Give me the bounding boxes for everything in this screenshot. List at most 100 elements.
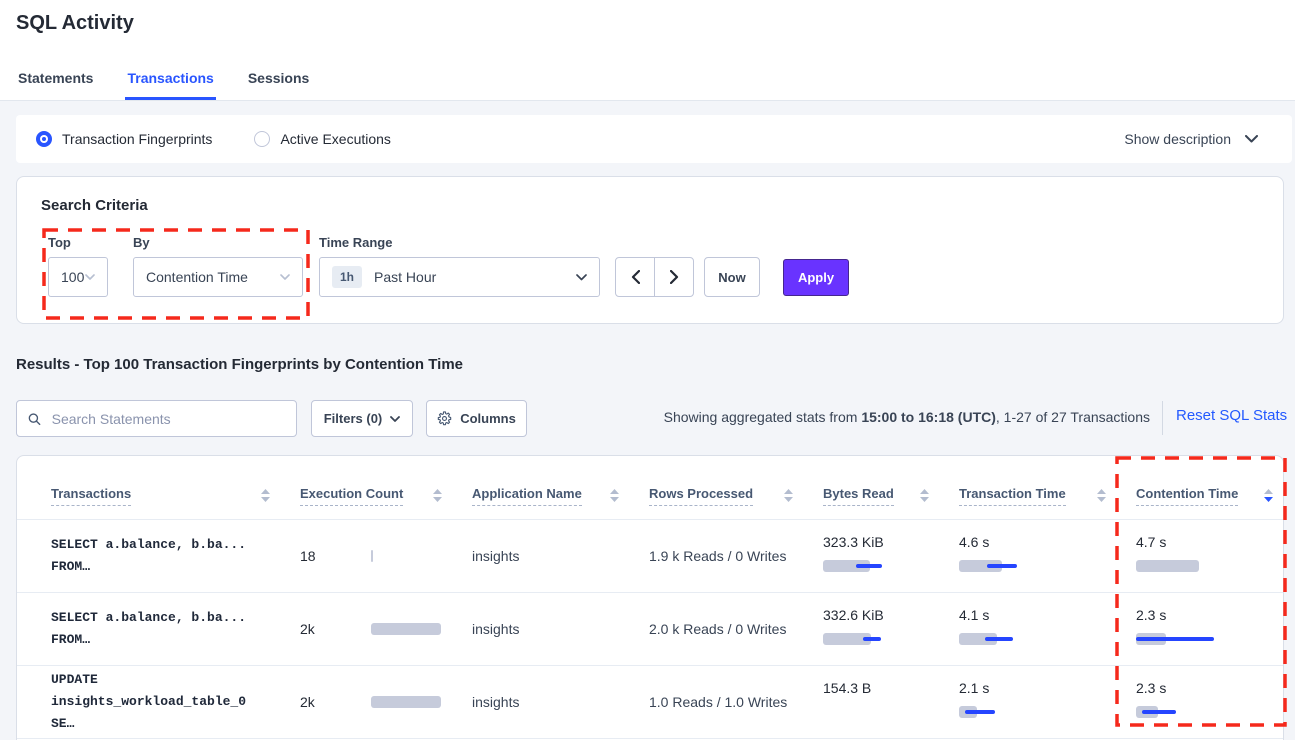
- radio-transaction-fingerprints[interactable]: Transaction Fingerprints: [36, 131, 212, 147]
- contention-time-value: 4.7 s: [1136, 534, 1167, 550]
- time-range-select[interactable]: 1h Past Hour: [319, 257, 600, 297]
- by-label: By: [133, 235, 150, 250]
- tab-bar: Statements Transactions Sessions: [16, 62, 341, 100]
- execution-count-cell: 2k: [300, 593, 472, 665]
- filters-button[interactable]: Filters (0): [311, 400, 413, 437]
- contention-time-value: 2.3 s: [1136, 607, 1167, 623]
- stats-time-range: 15:00 to 16:18 (UTC): [861, 409, 996, 425]
- apply-button[interactable]: Apply: [783, 259, 849, 296]
- transaction-time-value: 4.6 s: [959, 534, 990, 550]
- time-range-nav: [615, 257, 694, 297]
- time-range-label: Time Range: [319, 235, 393, 250]
- columns-button[interactable]: Columns: [426, 400, 527, 437]
- next-time-range-button[interactable]: [654, 257, 694, 297]
- reset-sql-stats-link[interactable]: Reset SQL Stats: [1176, 407, 1288, 424]
- column-label: Bytes Read: [823, 486, 894, 506]
- sort-icon: [784, 489, 793, 502]
- column-label: Application Name: [472, 486, 582, 506]
- sort-icon: [920, 489, 929, 502]
- column-header-transaction-time[interactable]: Transaction Time: [959, 456, 1136, 519]
- contention-time-cell: 2.3 s: [1136, 666, 1283, 738]
- radio-icon: [254, 131, 271, 147]
- contention-time-bar: [1136, 706, 1246, 718]
- transaction-time-value: 2.1 s: [959, 680, 990, 696]
- by-select-value: Contention Time: [146, 269, 248, 285]
- chevron-down-icon: [576, 273, 587, 281]
- column-header-application-name[interactable]: Application Name: [472, 456, 649, 519]
- transaction-fingerprint-link[interactable]: SELECT a.balance, b.ba... FROM…: [51, 534, 300, 578]
- sort-descending-icon: [1264, 489, 1273, 502]
- show-description-toggle[interactable]: Show description: [1124, 131, 1258, 147]
- chevron-down-icon: [280, 274, 290, 280]
- statement-line-1: SELECT a.balance, b.ba...: [51, 537, 247, 552]
- bytes-read-bar: [823, 706, 933, 718]
- by-select[interactable]: Contention Time: [133, 257, 303, 297]
- top-select[interactable]: 100: [48, 257, 108, 297]
- sort-icon: [261, 489, 270, 502]
- chevron-down-icon: [85, 274, 95, 280]
- tab-statements[interactable]: Statements: [18, 70, 94, 86]
- view-toggle-bar: Transaction Fingerprints Active Executio…: [16, 115, 1292, 163]
- transaction-time-bar: [959, 633, 1069, 645]
- tab-sessions[interactable]: Sessions: [247, 70, 310, 86]
- transaction-time-bar: [959, 560, 1069, 572]
- filters-label: Filters (0): [323, 411, 383, 426]
- transaction-fingerprint-link[interactable]: SELECT a.balance, b.ba... FROM…: [51, 607, 300, 651]
- transaction-fingerprint-link[interactable]: UPDATE insights_workload_table_0 SE…: [51, 669, 300, 735]
- transaction-time-cell: 4.1 s: [959, 593, 1136, 665]
- bytes-read-cell: 332.6 KiB: [823, 593, 959, 665]
- search-statements-input[interactable]: [49, 409, 285, 428]
- statement-line-2: FROM…: [51, 632, 91, 647]
- execution-count-value: 18: [300, 548, 316, 564]
- transaction-time-cell: 4.6 s: [959, 520, 1136, 592]
- gear-icon: [437, 411, 452, 426]
- transaction-time-bar: [959, 706, 1069, 718]
- transaction-time-value: 4.1 s: [959, 607, 990, 623]
- application-name-cell: insights: [472, 548, 520, 564]
- execution-count-bar: [371, 550, 457, 562]
- table-row: UPDATE insights_workload_table_0 SE… 2k …: [17, 666, 1283, 739]
- column-header-bytes-read[interactable]: Bytes Read: [823, 456, 959, 519]
- stats-suffix: , 1-27 of 27 Transactions: [995, 409, 1150, 425]
- column-label: Transactions: [51, 486, 132, 506]
- top-label: Top: [48, 235, 71, 250]
- aggregated-stats-text: Showing aggregated stats from 15:00 to 1…: [664, 409, 1150, 425]
- divider: [1162, 401, 1163, 435]
- sort-icon: [1097, 489, 1106, 502]
- column-label: Execution Count: [300, 486, 404, 506]
- execution-count-value: 2k: [300, 694, 315, 710]
- tab-transactions[interactable]: Transactions: [125, 62, 216, 100]
- column-header-transactions[interactable]: Transactions: [51, 456, 300, 519]
- statement-line-2: FROM…: [51, 559, 91, 574]
- execution-count-bar: [371, 696, 457, 708]
- chevron-left-icon: [631, 270, 640, 284]
- transactions-table: Transactions Execution Count Application…: [16, 455, 1284, 740]
- search-criteria-panel: Search Criteria Top 100 By Contention Ti…: [16, 176, 1284, 324]
- column-header-rows-processed[interactable]: Rows Processed: [649, 456, 823, 519]
- chevron-right-icon: [669, 270, 678, 284]
- table-header-row: Transactions Execution Count Application…: [17, 456, 1283, 520]
- radio-label: Transaction Fingerprints: [62, 131, 213, 147]
- search-statements-box: [16, 400, 297, 437]
- radio-icon: [36, 131, 52, 147]
- column-header-contention-time[interactable]: Contention Time: [1136, 456, 1283, 519]
- rows-processed-cell: 2.0 k Reads / 0 Writes: [649, 621, 787, 637]
- previous-time-range-button[interactable]: [615, 257, 655, 297]
- now-button[interactable]: Now: [704, 257, 760, 297]
- search-criteria-title: Search Criteria: [41, 197, 148, 214]
- application-name-cell: insights: [472, 621, 520, 637]
- table-row: SELECT a.balance, b.ba... FROM… 2k insig…: [17, 593, 1283, 666]
- radio-active-executions[interactable]: Active Executions: [254, 131, 391, 147]
- column-label: Transaction Time: [959, 486, 1066, 506]
- bytes-read-cell: 154.3 B: [823, 666, 959, 738]
- column-label: Contention Time: [1136, 486, 1239, 506]
- bytes-read-value: 332.6 KiB: [823, 607, 884, 623]
- search-icon: [28, 412, 41, 425]
- table-row: SELECT a.balance, b.ba... FROM… 18 insig…: [17, 520, 1283, 593]
- execution-count-value: 2k: [300, 621, 315, 637]
- column-header-execution-count[interactable]: Execution Count: [300, 456, 472, 519]
- bytes-read-value: 323.3 KiB: [823, 534, 884, 550]
- bytes-read-value: 154.3 B: [823, 680, 872, 696]
- top-select-value: 100: [61, 269, 85, 285]
